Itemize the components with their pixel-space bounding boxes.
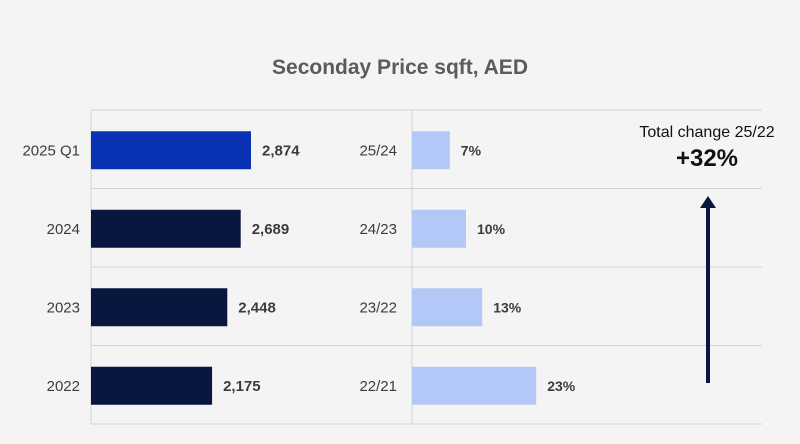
total-change-label: Total change 25/22 — [639, 124, 775, 141]
period-label: 23/22 — [359, 299, 397, 316]
chart-title: Seconday Price sqft, AED — [272, 56, 528, 79]
change-value-label: 23% — [547, 378, 576, 394]
change-bar — [412, 131, 450, 170]
price-bar — [91, 366, 213, 405]
period-label: 25/24 — [359, 142, 397, 159]
arrow-up-icon — [700, 196, 716, 208]
year-label: 2025 Q1 — [22, 142, 80, 159]
period-label: 24/23 — [359, 221, 397, 238]
price-bar — [91, 209, 241, 248]
total-change-box: Total change 25/22 +32% — [612, 124, 800, 173]
year-label: 2024 — [47, 221, 80, 238]
period-label: 22/21 — [359, 378, 397, 395]
year-label: 2023 — [47, 299, 80, 316]
change-value-label: 13% — [493, 299, 522, 315]
price-value-label: 2,175 — [223, 378, 261, 395]
year-label: 2022 — [47, 378, 80, 395]
change-value-label: 10% — [477, 221, 506, 237]
total-change-value: +32% — [675, 145, 739, 172]
price-bar — [91, 288, 228, 327]
change-bar — [412, 288, 483, 327]
change-bar — [412, 209, 466, 248]
price-value-label: 2,689 — [252, 221, 290, 238]
price-value-label: 2,448 — [238, 299, 276, 316]
price-bar — [91, 131, 251, 170]
change-value-label: 7% — [461, 142, 482, 158]
price-value-label: 2,874 — [262, 142, 300, 159]
change-bar — [412, 366, 537, 405]
